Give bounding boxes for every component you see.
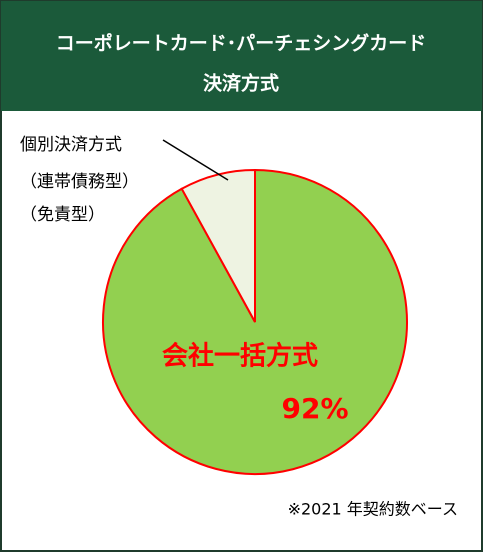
chart-title: コーポレートカード･パーチェシングカード <box>56 32 427 55</box>
slice-label: 個別決済方式 <box>20 135 122 155</box>
value-label: 92% <box>281 392 348 425</box>
slice-label: 会社一括方式 <box>162 341 318 372</box>
pie-slice <box>180 168 256 323</box>
note: ※2021 年契約数ベース <box>288 500 458 519</box>
chart-subtitle: 決済方式 <box>203 72 279 95</box>
leader-line <box>162 139 229 181</box>
slice-label: （連帯債務型） <box>20 172 139 192</box>
slice-label: （免責型） <box>20 205 105 225</box>
header <box>1 1 482 111</box>
